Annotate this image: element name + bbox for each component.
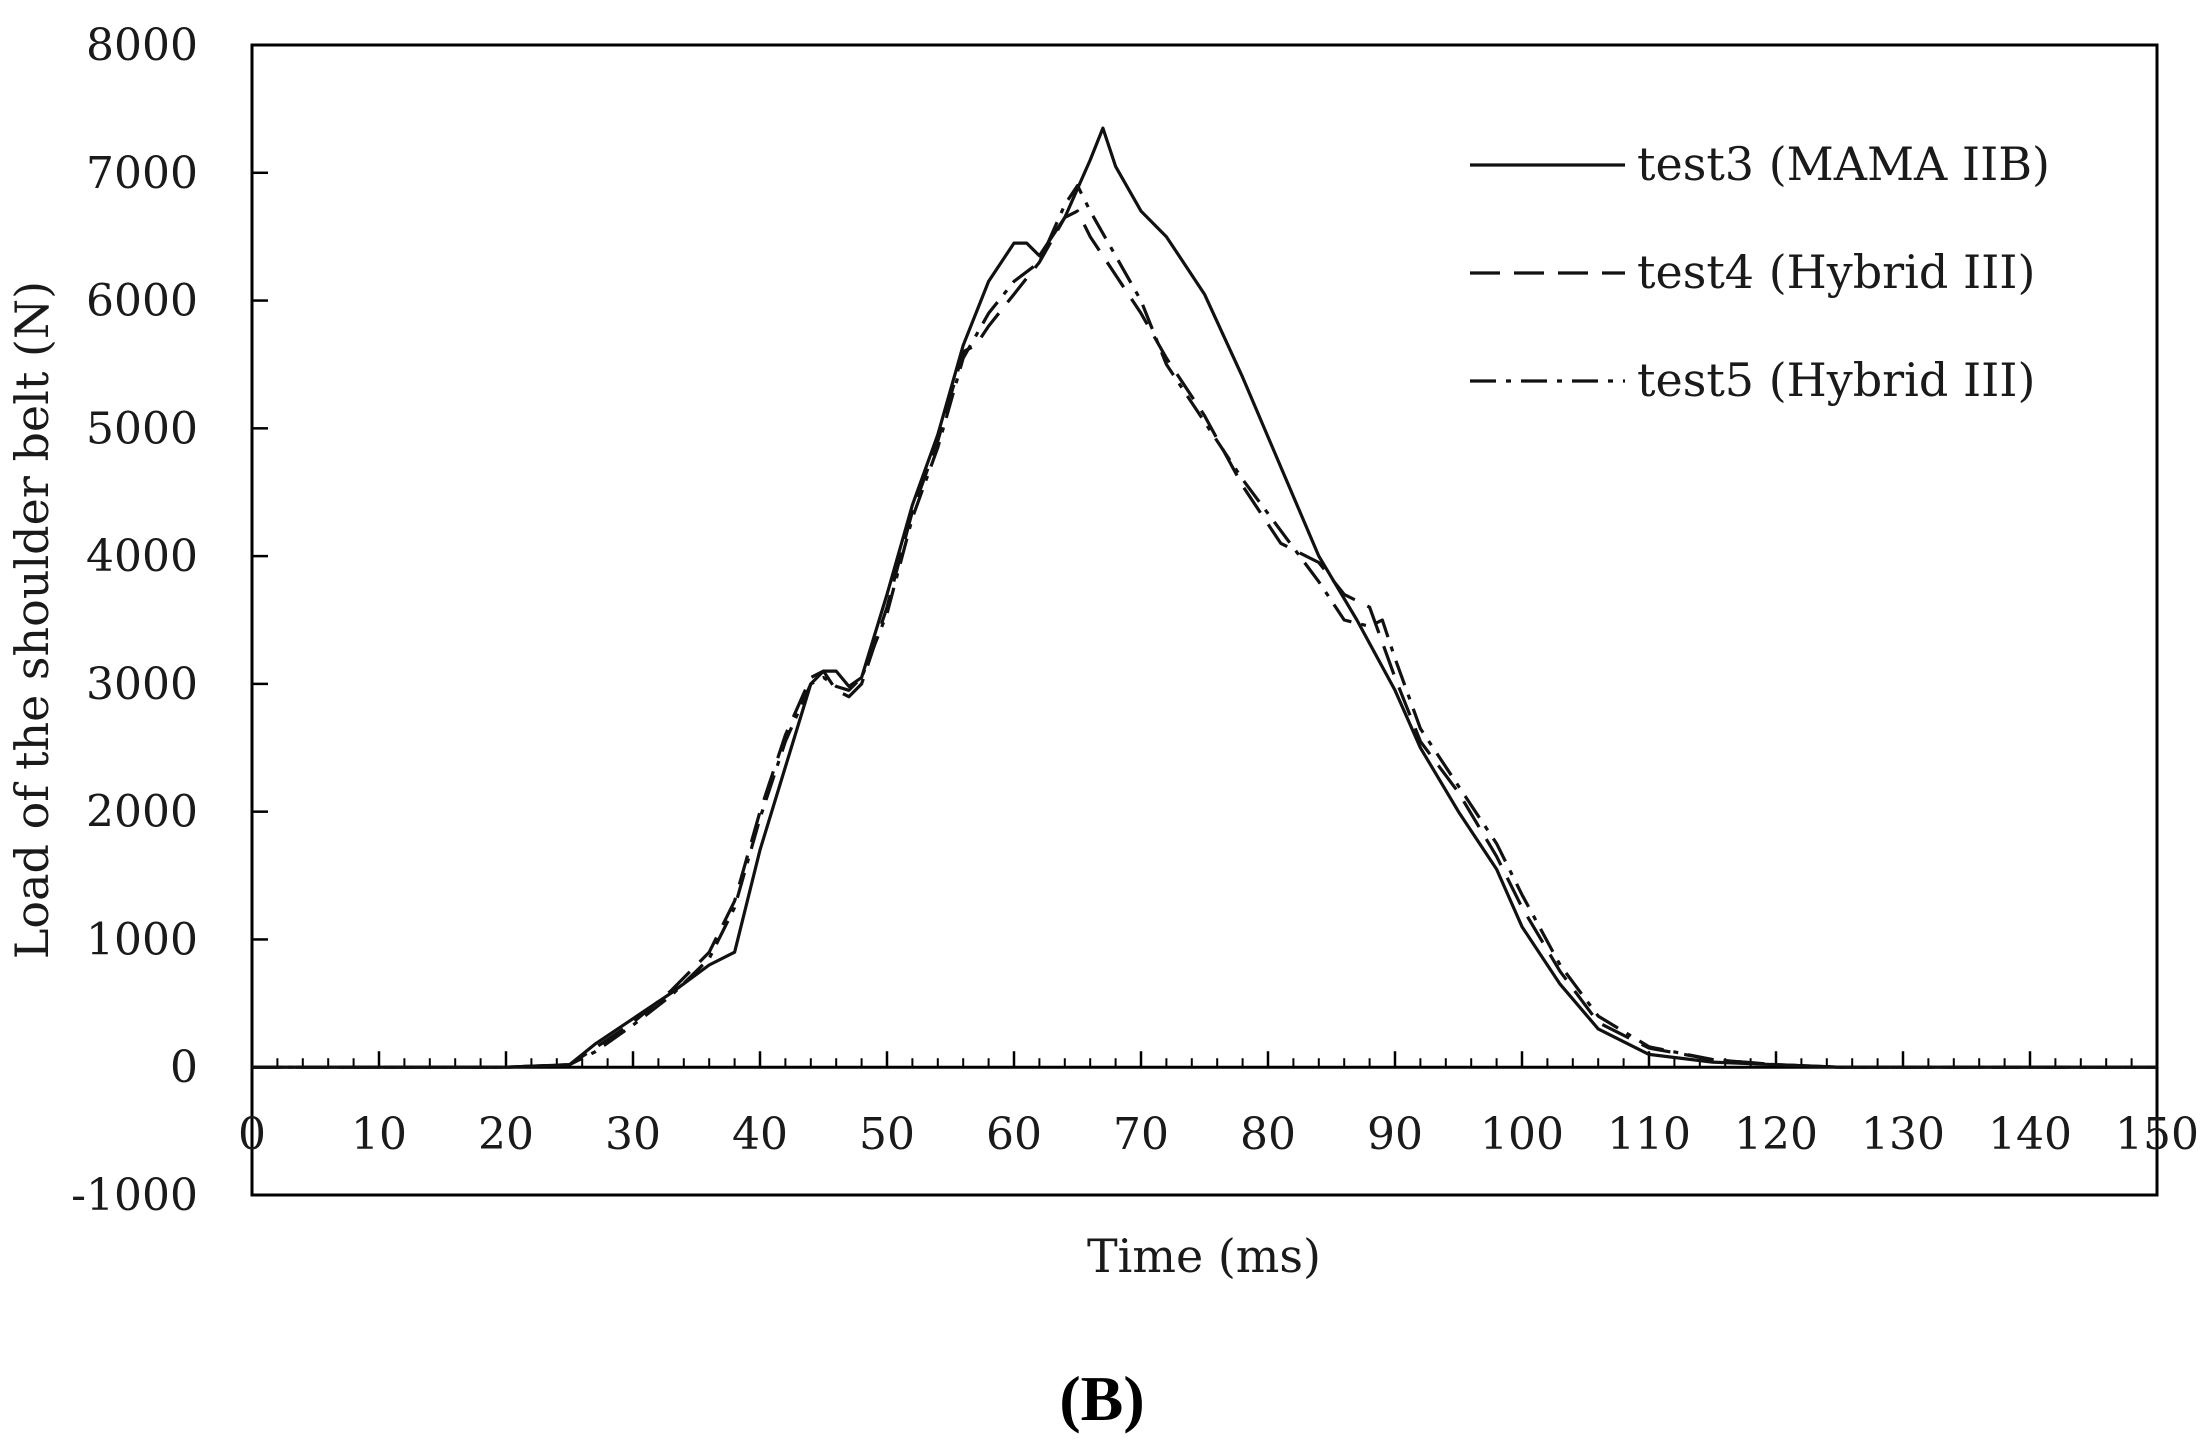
- y-tick-label: 7000: [86, 148, 198, 199]
- x-tick-label: 120: [1734, 1109, 1818, 1160]
- x-tick-label: 130: [1861, 1109, 1945, 1160]
- y-tick-label: 3000: [86, 659, 198, 710]
- y-tick-label: 8000: [86, 20, 198, 71]
- y-tick-label: 0: [170, 1042, 198, 1093]
- y-axis-label: Load of the shoulder belt (N): [5, 281, 59, 959]
- x-tick-label: 110: [1607, 1109, 1691, 1160]
- y-tick-label: 5000: [86, 403, 198, 454]
- y-tick-label: -1000: [71, 1170, 198, 1221]
- series-line-2: [252, 209, 2157, 1069]
- x-tick-label: 100: [1480, 1109, 1564, 1160]
- x-axis-label: Time (ms): [1087, 1229, 1321, 1283]
- legend: test3 (MAMA IIB) test4 (Hybrid III) test5 …: [1470, 137, 2050, 407]
- x-tick-label: 50: [859, 1109, 915, 1160]
- x-tick-label: 90: [1367, 1109, 1423, 1160]
- legend-label-2: test4 (Hybrid III): [1637, 245, 2035, 299]
- legend-label-3: test5 (Hybrid III): [1637, 353, 2035, 407]
- x-tick-label: 60: [986, 1109, 1042, 1160]
- y-tick-label: 2000: [86, 787, 198, 838]
- plot-frame: [250, 43, 2159, 1197]
- legend-label-1: test3 (MAMA IIB): [1637, 137, 2050, 191]
- series-line-3: [252, 184, 2157, 1069]
- x-tick-label: 140: [1988, 1109, 2072, 1160]
- x-tick-label: 10: [351, 1109, 407, 1160]
- y-tick-label: 4000: [86, 531, 198, 582]
- y-tick-label: 6000: [86, 276, 198, 327]
- y-tick-group: -1000 0 1000 2000 3000 4000 5000 6000 7000 8000: [71, 20, 268, 1221]
- x-tick-label: 40: [732, 1109, 788, 1160]
- x-tick-label: 80: [1240, 1109, 1296, 1160]
- x-tick-group: 0 10 20 30 40 50 60 70 80 90 100 110 120 130 140 150: [238, 1051, 2199, 1160]
- x-tick-label: 30: [605, 1109, 661, 1160]
- series-group: [252, 126, 2157, 1069]
- panel-label: (B): [1059, 1363, 1144, 1434]
- y-tick-label: 1000: [86, 914, 198, 965]
- x-tick-label: 150: [2115, 1109, 2199, 1160]
- x-tick-label: 0: [238, 1109, 266, 1160]
- x-tick-label: 70: [1113, 1109, 1169, 1160]
- x-tick-label: 20: [478, 1109, 534, 1160]
